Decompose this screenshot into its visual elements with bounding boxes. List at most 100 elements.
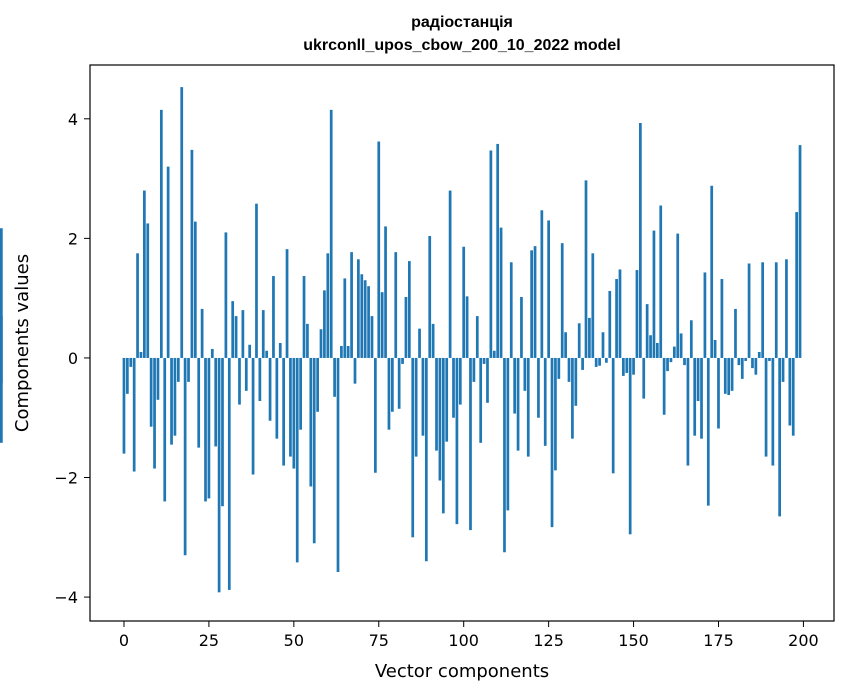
bar-2 — [129, 357, 133, 367]
x-tick-label: 150 — [618, 631, 649, 650]
bar-128 — [557, 357, 561, 379]
x-tick-label: 125 — [533, 631, 564, 650]
bar-26 — [210, 348, 214, 358]
bar-136 — [584, 180, 588, 358]
bar-47 — [282, 357, 285, 466]
bar-44 — [272, 276, 275, 358]
bar-137 — [588, 317, 591, 358]
bar-80 — [394, 252, 398, 358]
bar-176 — [720, 279, 724, 358]
bar-189 — [764, 357, 768, 457]
bar-45 — [275, 357, 279, 439]
bar-135 — [581, 357, 584, 370]
bar-140 — [598, 357, 601, 366]
bar-87 — [418, 328, 421, 358]
bar-172 — [706, 357, 710, 506]
bar-28 — [217, 357, 221, 593]
bar-182 — [740, 357, 744, 379]
bar-105 — [479, 357, 483, 443]
bar-163 — [676, 233, 680, 358]
bar-59 — [323, 290, 326, 358]
bar-173 — [710, 185, 714, 358]
bar-126 — [550, 357, 554, 528]
bar-62 — [333, 357, 336, 397]
bar-158 — [659, 205, 663, 358]
bar-75 — [377, 141, 381, 358]
bar-142 — [605, 357, 608, 363]
bar-131 — [567, 357, 571, 382]
bar-153 — [642, 357, 646, 399]
bar-25 — [207, 357, 211, 499]
bar-16 — [176, 357, 180, 382]
bar-155 — [649, 335, 652, 358]
bar-53 — [302, 276, 306, 358]
bar-175 — [717, 357, 720, 429]
bar-133 — [574, 357, 578, 406]
bar-18 — [183, 357, 187, 556]
x-tick-label: 25 — [199, 631, 219, 650]
x-tick-label: 200 — [788, 631, 819, 650]
bar-116 — [516, 357, 520, 451]
bar-30 — [224, 232, 228, 358]
bar-76 — [380, 292, 384, 358]
bar-48 — [285, 249, 289, 358]
y-tick-label: 2 — [68, 229, 78, 248]
bar-11 — [159, 109, 163, 358]
bar-112 — [503, 357, 506, 553]
bar-19 — [187, 357, 190, 382]
bar-148 — [625, 357, 629, 373]
bar-56 — [312, 357, 316, 544]
bar-5 — [139, 351, 143, 358]
bar-195 — [785, 259, 788, 358]
bar-118 — [523, 357, 527, 391]
bar-186 — [754, 357, 758, 375]
x-tick-label: 175 — [703, 631, 734, 650]
bar-50 — [292, 357, 296, 469]
bar-8 — [149, 357, 153, 427]
bar-187 — [757, 351, 761, 358]
bar-46 — [278, 343, 282, 358]
bar-61 — [329, 109, 333, 358]
bar-35 — [241, 310, 245, 358]
bar-122 — [537, 357, 540, 418]
bar-52 — [299, 357, 302, 430]
bar-79 — [391, 357, 394, 412]
bar-165 — [683, 357, 686, 366]
bar-84 — [407, 261, 411, 358]
bar-147 — [622, 357, 625, 376]
x-tick-label: 0 — [119, 631, 129, 650]
bar-170 — [700, 357, 703, 439]
bar-197 — [791, 357, 795, 436]
bar-164 — [679, 333, 683, 358]
bar-99 — [458, 357, 462, 405]
x-axis-ticks: 0 25 50 75 100 125 150 175 200 — [119, 621, 819, 650]
y-tick-label: −2 — [54, 469, 78, 488]
bar-130 — [564, 332, 567, 358]
bar-193 — [778, 357, 781, 517]
bar-95 — [445, 357, 449, 442]
bar-166 — [686, 357, 690, 466]
bar-94 — [441, 357, 445, 514]
bar-43 — [268, 357, 272, 421]
bar-undefined — [0, 228, 3, 358]
bar-100 — [462, 246, 466, 358]
y-axis-ticks: −4 −2 0 2 4 — [54, 110, 90, 607]
bar-91 — [431, 323, 435, 358]
bar-154 — [645, 304, 649, 358]
bar-139 — [594, 357, 598, 367]
bar-66 — [346, 345, 350, 358]
bar-24 — [204, 357, 207, 502]
bar-38 — [251, 357, 255, 475]
bar-6 — [143, 190, 146, 358]
bar-134 — [577, 323, 581, 358]
bar-33 — [234, 316, 238, 358]
bar-184 — [747, 263, 751, 358]
bar-51 — [295, 357, 299, 563]
bar-63 — [336, 357, 340, 572]
x-tick-label: 75 — [369, 631, 389, 650]
bar-77 — [384, 226, 387, 358]
chart-title: радіостанція — [411, 14, 513, 31]
bar-49 — [289, 357, 292, 457]
bar-41 — [261, 310, 265, 358]
bar-34 — [238, 357, 241, 405]
